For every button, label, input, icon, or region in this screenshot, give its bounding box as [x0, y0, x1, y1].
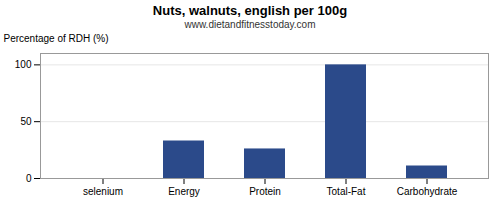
svg-text:Carbohydrate: Carbohydrate	[397, 186, 458, 197]
svg-text:0: 0	[26, 173, 32, 184]
svg-text:Total-Fat: Total-Fat	[327, 186, 366, 197]
html-text:Nuts, walnuts, english per 100: Nuts, walnuts, english per 100g	[152, 3, 348, 18]
svg-text:Percentage of RDH (%): Percentage of RDH (%)	[4, 33, 109, 44]
svg-text:100: 100	[15, 59, 32, 70]
svg-text:50: 50	[20, 116, 32, 127]
svg-text:Protein: Protein	[249, 186, 281, 197]
html-text:www.dietandfitnesstoday.com: www.dietandfitnesstoday.com	[184, 19, 316, 30]
svg-text:selenium: selenium	[83, 186, 123, 197]
svg-text:Energy: Energy	[168, 186, 200, 197]
